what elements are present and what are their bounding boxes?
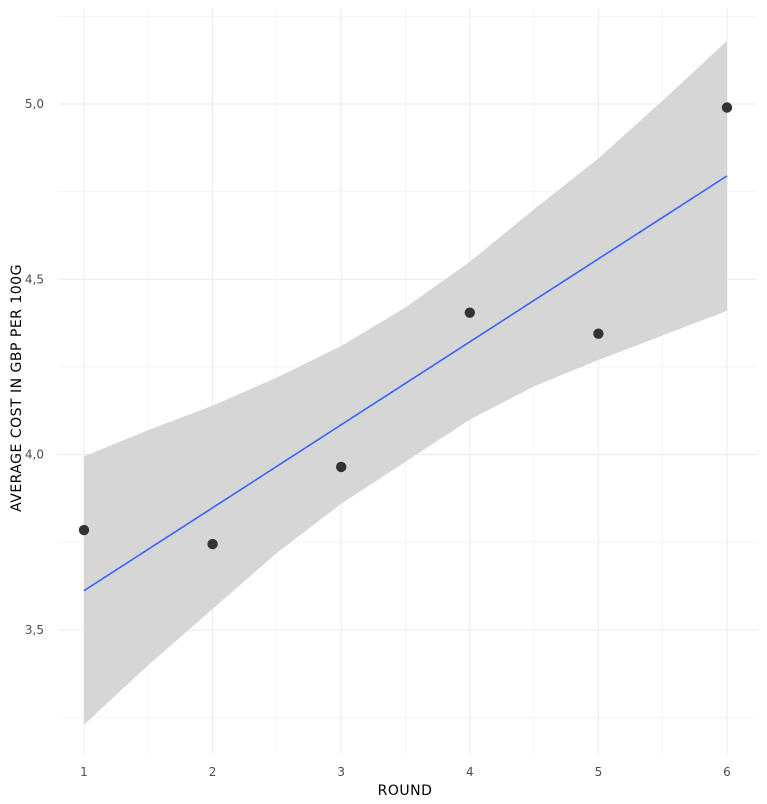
y-axis-title: AVERAGE COST IN GBP PER 100G (9, 264, 25, 512)
data-point (464, 307, 475, 318)
x-axis-title: ROUND (378, 783, 433, 799)
x-tick-label: 5 (595, 765, 603, 779)
x-tick-labels: 1 2 3 4 5 6 (80, 765, 731, 779)
x-tick-label: 3 (337, 765, 345, 779)
y-tick-label: 5,0 (25, 97, 44, 111)
x-tick-label: 1 (80, 765, 88, 779)
y-tick-label: 4,0 (25, 448, 44, 462)
data-point (78, 524, 90, 536)
x-tick-label: 6 (723, 765, 731, 779)
data-points-layer (78, 102, 733, 550)
data-point (721, 102, 733, 113)
regression-line (83, 175, 728, 592)
data-point (336, 461, 347, 473)
y-tick-label: 3,5 (25, 623, 44, 637)
data-point (207, 538, 218, 550)
y-tick-labels: 3,5 4,0 4,5 5,0 (25, 97, 44, 637)
fit-line-layer (83, 175, 728, 592)
data-point (593, 328, 604, 339)
y-tick-label: 4,5 (25, 272, 44, 286)
x-tick-label: 4 (466, 765, 474, 779)
x-tick-label: 2 (209, 765, 217, 779)
